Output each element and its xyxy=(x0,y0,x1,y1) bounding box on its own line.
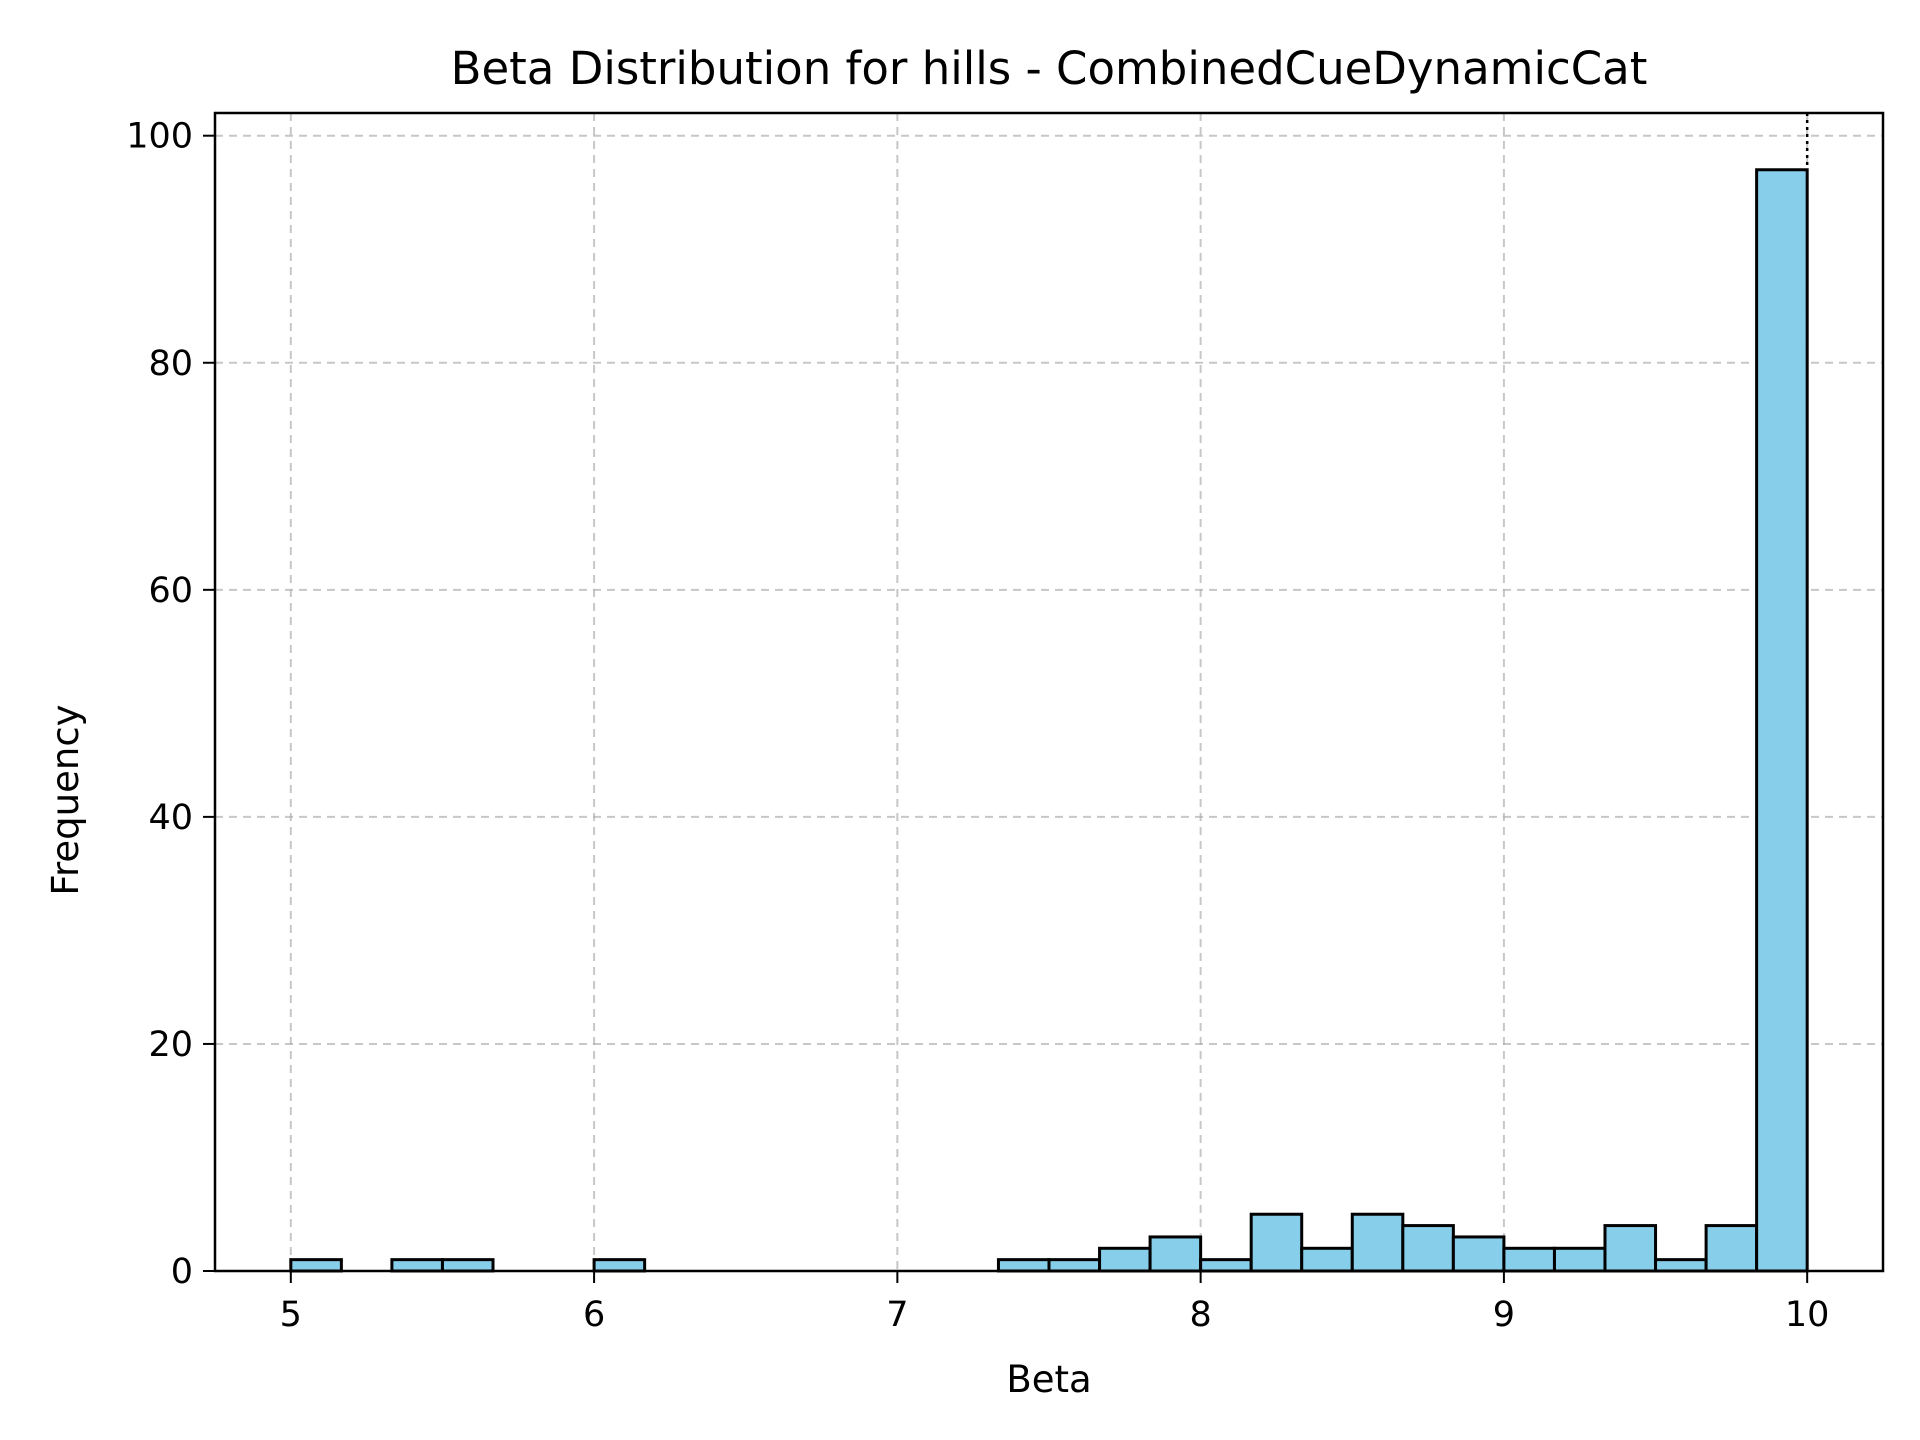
x-tick-label: 6 xyxy=(583,1295,605,1335)
histogram-bar xyxy=(440,1258,495,1273)
histogram-bar xyxy=(1401,1224,1455,1273)
x-tick-label: 7 xyxy=(886,1295,908,1335)
histogram-bar xyxy=(1350,1212,1405,1273)
histogram-bar xyxy=(1502,1246,1556,1273)
y-axis-label: Frequency xyxy=(44,704,87,895)
histogram-bar xyxy=(1249,1212,1304,1273)
chart-title: Beta Distribution for hills - CombinedCu… xyxy=(451,42,1648,95)
y-tick-label: 60 xyxy=(148,571,193,611)
histogram-bar xyxy=(1654,1258,1708,1273)
histogram-bar xyxy=(1451,1235,1506,1273)
histogram-bar xyxy=(1603,1224,1658,1273)
y-tick-label: 40 xyxy=(148,798,193,838)
histogram-bar xyxy=(289,1258,343,1273)
x-axis-label: Beta xyxy=(1006,1358,1091,1401)
bars-layer xyxy=(289,168,1809,1273)
y-tick-label: 0 xyxy=(171,1252,193,1292)
x-tick-label: 10 xyxy=(1785,1295,1830,1335)
histogram-bar xyxy=(996,1258,1051,1273)
histogram-bar xyxy=(1148,1235,1203,1273)
histogram-bar xyxy=(1300,1246,1354,1273)
x-tick-label: 9 xyxy=(1493,1295,1515,1335)
histogram-bar xyxy=(1047,1258,1102,1273)
y-tick-label: 20 xyxy=(148,1025,193,1065)
histogram-bar xyxy=(1552,1246,1607,1273)
histogram-bar xyxy=(1199,1258,1253,1273)
y-tick-label: 80 xyxy=(148,344,193,384)
y-tick-label: 100 xyxy=(126,117,193,157)
x-tick-label: 8 xyxy=(1189,1295,1211,1335)
histogram-bar xyxy=(1704,1224,1759,1273)
plot-frame xyxy=(213,111,1885,1273)
histogram-bar xyxy=(390,1258,444,1273)
x-tick-label: 5 xyxy=(280,1295,302,1335)
histogram-bar xyxy=(1755,168,1809,1273)
histogram-bar xyxy=(1098,1246,1152,1273)
histogram-bar xyxy=(592,1258,647,1273)
